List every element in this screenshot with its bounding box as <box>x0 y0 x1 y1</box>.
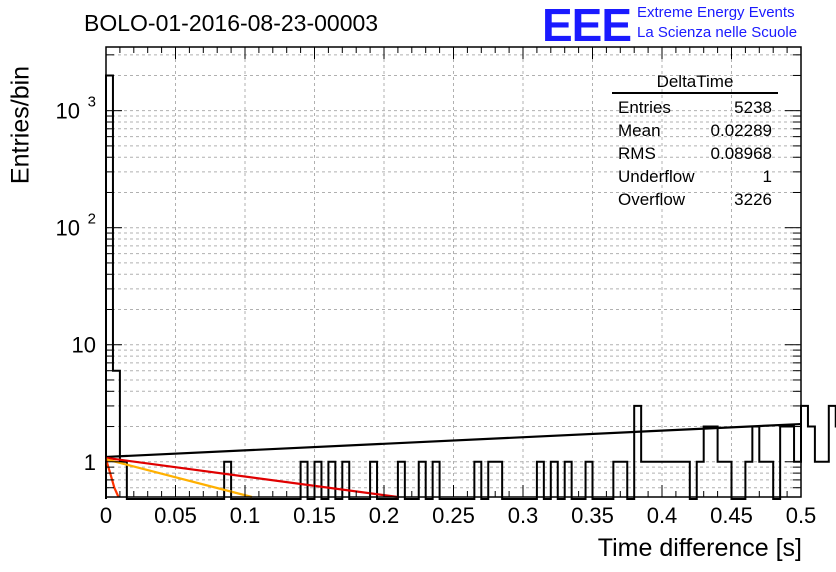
x-tick-label: 0.3 <box>508 503 539 528</box>
y-tick-label: 1 <box>84 450 96 475</box>
stat-value: 5238 <box>734 98 772 117</box>
stat-label: Underflow <box>618 167 695 186</box>
y-tick-exponent: 3 <box>88 94 96 111</box>
fit-curve <box>105 422 802 459</box>
stats-box: DeltaTime Entries 5238 Mean 0.02289 RMS … <box>612 72 778 211</box>
stat-value: 1 <box>762 167 772 186</box>
x-tick-label: 0.25 <box>432 503 475 528</box>
stat-row-underflow: Underflow 1 <box>612 165 778 188</box>
x-tick-label: 0.2 <box>369 503 400 528</box>
stat-row-mean: Mean 0.02289 <box>612 119 778 142</box>
x-tick-label: 0.5 <box>786 503 817 528</box>
eee-logo: EEE <box>542 0 632 51</box>
stat-label: Mean <box>618 121 661 140</box>
run-title: BOLO-01-2016-08-23-00003 <box>84 10 379 36</box>
stat-label: Overflow <box>618 190 686 209</box>
stat-row-overflow: Overflow 3226 <box>612 188 778 211</box>
stat-row-entries: Entries 5238 <box>612 96 778 119</box>
stat-value: 0.08968 <box>710 144 772 163</box>
x-tick-label: 0 <box>100 503 112 528</box>
y-tick-label: 10 <box>56 216 80 241</box>
stat-label: RMS <box>618 144 656 163</box>
stats-title: DeltaTime <box>612 72 778 94</box>
x-tick-label: 0.1 <box>230 503 261 528</box>
fit-curve <box>105 456 399 499</box>
x-tick-label: 0.4 <box>647 503 678 528</box>
fit-curve <box>104 458 120 498</box>
x-tick-label: 0.45 <box>710 503 753 528</box>
x-tick-label: 0.15 <box>293 503 336 528</box>
y-axis-label: Entries/bin <box>6 65 35 185</box>
y-tick-label: 10 <box>56 99 80 124</box>
logo-caption-line2: La Scienza nelle Scuole <box>637 24 798 41</box>
fit-curve <box>105 458 253 499</box>
stat-value: 0.02289 <box>710 121 772 140</box>
stat-value: 3226 <box>734 190 772 209</box>
x-tick-label: 0.35 <box>571 503 614 528</box>
histogram-bins <box>105 74 836 500</box>
x-axis-label: Time difference [s] <box>597 534 802 562</box>
stat-row-rms: RMS 0.08968 <box>612 142 778 165</box>
y-axis-label-wrap: Entries/bin <box>4 60 38 190</box>
y-tick-label: 10 <box>72 333 96 358</box>
stat-label: Entries <box>618 98 671 117</box>
x-tick-label: 0.05 <box>154 503 197 528</box>
logo-caption-line1: Extreme Energy Events <box>637 4 795 21</box>
y-tick-exponent: 2 <box>88 211 96 228</box>
